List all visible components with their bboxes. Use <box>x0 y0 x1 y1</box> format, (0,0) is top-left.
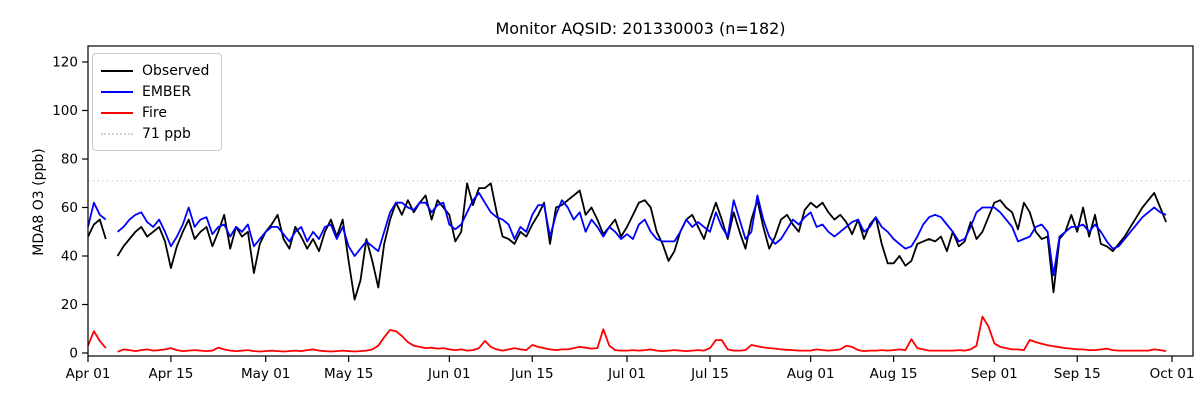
x-tick-label: Aug 15 <box>870 366 918 382</box>
x-tick-label: Oct 01 <box>1150 366 1195 382</box>
x-tick-label: May 01 <box>241 366 290 382</box>
x-tick-label: Sep 01 <box>971 366 1018 382</box>
legend-item-fire: Fire <box>101 102 209 123</box>
x-tick-label: Aug 01 <box>787 366 835 382</box>
series-line-fire <box>87 315 1167 353</box>
y-tick-label: 60 <box>61 200 78 216</box>
chart-title: Monitor AQSID: 201330003 (n=182) <box>495 19 786 38</box>
legend-item-threshold: 71 ppb <box>101 123 209 144</box>
legend-line-fire <box>101 111 133 114</box>
y-tick-label: 40 <box>61 249 78 265</box>
legend-label-threshold: 71 ppb <box>142 125 191 142</box>
legend-line-threshold <box>101 132 133 135</box>
legend-label-ember: EMBER <box>142 83 192 100</box>
x-tick-label: May 15 <box>324 366 373 382</box>
y-tick-label: 100 <box>52 103 78 119</box>
x-tick-label: Jul 01 <box>607 366 646 382</box>
legend-item-observed: Observed <box>101 60 209 81</box>
x-tick-label: Jun 01 <box>427 366 471 382</box>
x-tick-label: Jun 15 <box>510 366 554 382</box>
legend-label-observed: Observed <box>142 62 210 79</box>
legend-line-observed <box>101 69 133 72</box>
series-line-ember <box>87 192 1167 277</box>
legend: Observed EMBER Fire 71 ppb <box>92 53 223 151</box>
y-tick-label: 0 <box>69 346 78 362</box>
legend-label-fire: Fire <box>142 104 167 121</box>
x-tick-label: Apr 01 <box>66 366 111 382</box>
y-tick-label: 120 <box>52 55 78 71</box>
y-tick-label: 80 <box>61 152 78 168</box>
plot-frame <box>87 45 1194 357</box>
legend-line-ember <box>101 90 133 93</box>
series-line-observed <box>87 182 1167 301</box>
x-tick-label: Sep 15 <box>1054 366 1101 382</box>
y-tick-label: 20 <box>61 297 78 313</box>
legend-item-ember: EMBER <box>101 81 209 102</box>
x-tick-label: Apr 15 <box>149 366 194 382</box>
x-tick-label: Jul 15 <box>690 366 729 382</box>
